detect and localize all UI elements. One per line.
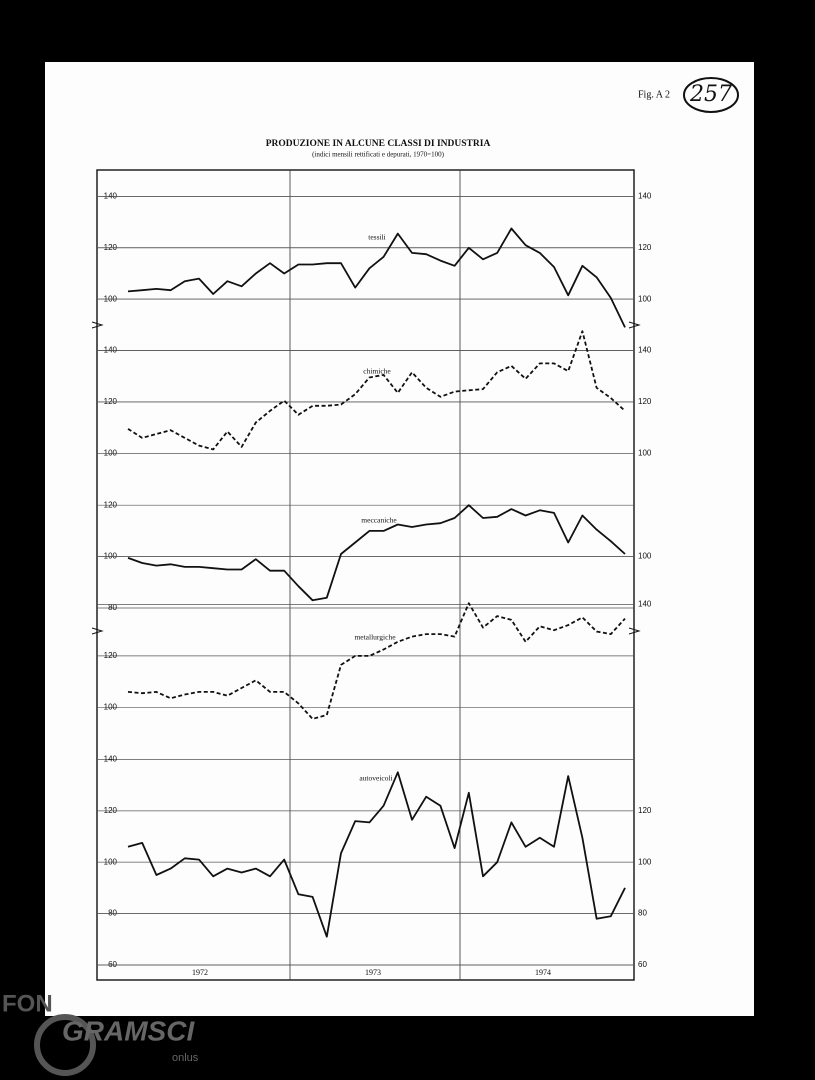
y2-tick-label: 100 bbox=[638, 448, 652, 457]
x-tick-label: 1972 bbox=[192, 968, 208, 977]
y-tick-label: 100 bbox=[104, 448, 118, 457]
y2-tick-label: 100 bbox=[638, 294, 652, 303]
y2-tick-label: 140 bbox=[638, 191, 652, 200]
watermark-prefix: FON bbox=[2, 990, 53, 1017]
series-label: metallurgiche bbox=[354, 633, 396, 642]
y-tick-label: 120 bbox=[104, 806, 118, 815]
y-tick-label: 140 bbox=[104, 191, 118, 200]
y-tick-label: 100 bbox=[104, 702, 118, 711]
y-tick-label: 120 bbox=[104, 500, 118, 509]
y2-tick-label: 120 bbox=[638, 397, 652, 406]
series-line bbox=[127, 602, 626, 720]
y2-tick-label: 120 bbox=[638, 806, 652, 815]
figure-label: Fig. A 2 bbox=[638, 89, 670, 100]
y-tick-label: 100 bbox=[104, 857, 118, 866]
series-label: autoveicoli bbox=[359, 774, 392, 783]
y2-tick-label: 100 bbox=[638, 552, 652, 561]
watermark-logo bbox=[34, 1014, 96, 1076]
y-tick-label: 80 bbox=[108, 909, 117, 918]
page-number: 257 bbox=[689, 82, 732, 107]
y-tick-label: 120 bbox=[104, 243, 118, 252]
y2-tick-label: 100 bbox=[638, 857, 652, 866]
series-label: chimiche bbox=[363, 367, 391, 376]
y2-tick-label: 120 bbox=[638, 243, 652, 252]
axis-break bbox=[91, 321, 641, 635]
y-tick-label: 100 bbox=[104, 294, 118, 303]
series-label: tessili bbox=[368, 233, 386, 242]
x-tick-label: 1973 bbox=[365, 968, 381, 977]
series-line bbox=[127, 504, 626, 602]
series-line bbox=[127, 771, 626, 938]
y-tick-label: 120 bbox=[104, 397, 118, 406]
y2-tick-label: 60 bbox=[638, 960, 647, 969]
watermark-name: GRAMSCI bbox=[62, 1015, 195, 1046]
y2-tick-label: 140 bbox=[638, 346, 652, 355]
y-tick-label: 80 bbox=[108, 603, 117, 612]
y2-tick-label: 80 bbox=[638, 909, 647, 918]
x-tick-label: 1974 bbox=[535, 968, 551, 977]
chart-title: PRODUZIONE IN ALCUNE CLASSI DI INDUSTRIA bbox=[266, 139, 491, 149]
y-tick-label: 60 bbox=[108, 960, 117, 969]
series-line bbox=[127, 227, 626, 328]
y-tick-label: 140 bbox=[104, 755, 118, 764]
y-tick-label: 100 bbox=[104, 552, 118, 561]
series-line bbox=[127, 330, 626, 451]
y2-tick-label: 140 bbox=[638, 600, 652, 609]
series-label: meccaniche bbox=[361, 516, 397, 525]
y-tick-label: 120 bbox=[104, 651, 118, 660]
y-tick-label: 140 bbox=[104, 346, 118, 355]
watermark-suffix: onlus bbox=[172, 1052, 199, 1064]
plot-frame bbox=[96, 169, 635, 981]
paper bbox=[45, 62, 754, 1016]
chart-subtitle: (indici mensili rettificati e depurati, … bbox=[312, 151, 445, 159]
page-circle bbox=[683, 77, 739, 113]
